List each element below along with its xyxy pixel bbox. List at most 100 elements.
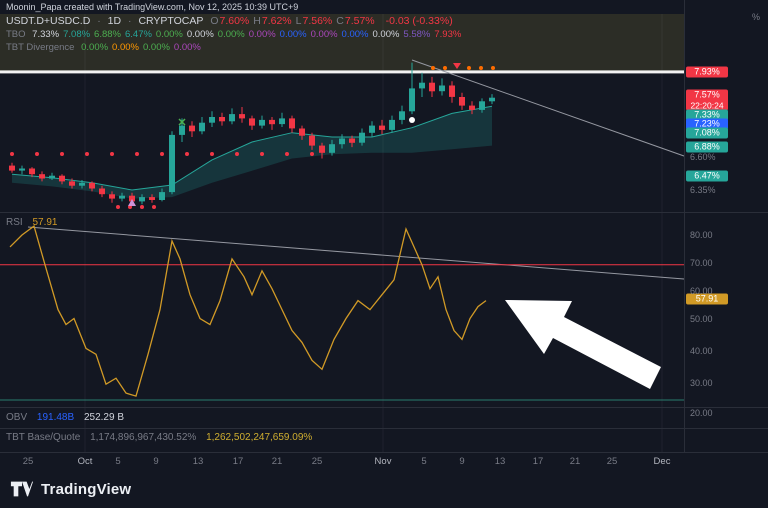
tbo-value: 7.33% (32, 29, 60, 40)
symbol-legend: USDT.D+USDC.D · 1D · CRYPTOCAP O7.60% H7.… (6, 15, 457, 27)
exchange-label: CRYPTOCAP (138, 15, 204, 27)
ohlc-letter: C (336, 15, 344, 27)
dot-signal-icon (409, 117, 415, 123)
horizontal-level-line[interactable] (0, 70, 684, 74)
rsi-pane (0, 225, 684, 401)
time-tick-label: 9 (459, 456, 465, 467)
separator-dot: · (97, 15, 101, 27)
tbo-label[interactable]: TBO (6, 29, 26, 40)
tbo-value: 0.00% (279, 29, 307, 40)
buy-signal-icon (128, 199, 136, 206)
pane-separator-main-rsi[interactable] (0, 212, 768, 213)
ohlc-value: 7.60% (219, 15, 250, 27)
axis-tick-label: 40.00 (690, 346, 713, 356)
tbo-value: 6.88% (94, 29, 121, 40)
time-tick-label: Dec (653, 456, 671, 467)
sell-signal-icon (453, 63, 461, 69)
time-tick-label: 21 (569, 456, 581, 467)
cross-signal-icon (178, 118, 186, 126)
trendline[interactable] (411, 59, 685, 157)
signal-markers (10, 63, 495, 209)
rsi-value: 57.91 (32, 217, 58, 228)
time-axis[interactable]: 25 Oct 5 9 13 17 21 25 Nov 5 9 13 17 21 25 Dec (0, 452, 768, 472)
rsi-legend: RSI 57.91 (6, 217, 64, 228)
axis-tick-label: 6.60% (690, 152, 716, 162)
ohlc-letter: H (253, 15, 261, 27)
time-tick-label: 25 (22, 456, 34, 467)
time-tick-label: 25 (606, 456, 618, 467)
price-badge: 7.93% (686, 66, 728, 78)
tbo-value: 0.00% (372, 29, 400, 40)
tbo-value: 0.00% (186, 29, 214, 40)
trendline[interactable] (27, 226, 685, 280)
symbol-name[interactable]: USDT.D+USDC.D (6, 15, 91, 27)
tbo-value: 5.58% (403, 29, 431, 40)
price-badge: 7.23% (686, 118, 728, 130)
price-axis[interactable]: % 7.93% 7.57% 22:20:24 7.33% 7.23% 7.08% 6.88%… (684, 0, 768, 452)
tbo-value: 0.00% (155, 29, 183, 40)
candles (9, 62, 495, 206)
obv-value-1: 191.48B (36, 412, 75, 423)
separator-dot: · (128, 15, 132, 27)
axis-tick-label: 50.00 (690, 314, 713, 324)
ohlc-value: 7.56% (302, 15, 333, 27)
rsi-label[interactable]: RSI (6, 217, 23, 228)
ohlc-values: O7.60% H7.62% L7.56% C7.57% (210, 15, 378, 27)
tradingview-logo[interactable]: TradingView (10, 478, 131, 500)
ohlc-letter: O (210, 15, 219, 27)
price-axis-unit: % (752, 12, 761, 22)
tbt-base-quote-label[interactable]: TBT Base/Quote (6, 432, 81, 443)
time-tick-label: 17 (532, 456, 544, 467)
countdown-timer: 22:20:24 (690, 100, 724, 111)
price-badge: 57.91 (686, 293, 728, 305)
obv-value-2: 252.29 B (83, 412, 124, 423)
ohlc-letter: L (295, 15, 302, 27)
tbt-divergence-value: 0.00% (173, 42, 201, 53)
axis-tick-label: 60.00 (690, 286, 713, 296)
obv-legend: OBV 191.48B 252.29 B (6, 412, 131, 423)
axis-tick-label: 6.35% (690, 185, 716, 195)
rsi-line (9, 225, 487, 397)
price-badge: 7.57% 22:20:24 (686, 89, 728, 111)
price-badge: 6.47% (686, 170, 728, 182)
tbt-divergence-value: 0.00% (142, 42, 170, 53)
tbo-legend: TBO 7.33% 7.08% 6.88% 6.47% 0.00% 0.00% 0.00% 0… (6, 29, 469, 40)
obv-label[interactable]: OBV (6, 412, 28, 423)
time-tick-label: 13 (192, 456, 204, 467)
tbt-base-value: 1,174,896,967,430.52% (90, 432, 197, 443)
interval-label[interactable]: 1D (107, 15, 122, 27)
price-axis-separator (684, 0, 685, 452)
tbo-value: 0.00% (248, 29, 276, 40)
arrow-annotation[interactable] (505, 300, 661, 389)
pane-separator-rsi-obv[interactable] (0, 407, 768, 408)
ohlc-value: 7.62% (261, 15, 292, 27)
tbo-values: 7.33% 7.08% 6.88% 6.47% 0.00% 0.00% 0.00% 0.00%… (32, 29, 465, 40)
pane-separator-time-axis (0, 452, 768, 453)
price-badge: 7.33% (686, 109, 728, 121)
tbo-value: 7.93% (434, 29, 462, 40)
time-tick-label: Nov (374, 456, 392, 467)
price-badge: 7.08% (686, 127, 728, 139)
tbt-divergence-legend: TBT Divergence 0.00% 0.00% 0.00% 0.00% (6, 42, 209, 53)
pane-separator-obv-tbt[interactable] (0, 428, 768, 429)
time-tick-label: 5 (115, 456, 121, 467)
attribution-text: Moonin_Papa created with TradingView.com… (6, 2, 299, 12)
tradingview-logo-text: TradingView (41, 480, 132, 498)
tbo-value: 0.00% (310, 29, 338, 40)
tbo-value: 6.47% (124, 29, 152, 40)
tbo-value: 0.00% (341, 29, 369, 40)
time-tick-label: 13 (494, 456, 506, 467)
tbt-divergence-values: 0.00% 0.00% 0.00% 0.00% (81, 42, 205, 53)
tradingview-logo-icon (10, 481, 34, 497)
tbt-divergence-value: 0.00% (81, 42, 109, 53)
tbt-divergence-label[interactable]: TBT Divergence (6, 42, 75, 53)
price-badge: 6.88% (686, 141, 728, 153)
axis-tick-label: 70.00 (690, 258, 713, 268)
time-tick-label: 5 (421, 456, 427, 467)
time-tick-label: 9 (153, 456, 159, 467)
time-tick-label: 25 (311, 456, 323, 467)
tbt-divergence-value: 0.00% (112, 42, 139, 53)
change-value: -0.03 (-0.33%) (385, 15, 453, 27)
